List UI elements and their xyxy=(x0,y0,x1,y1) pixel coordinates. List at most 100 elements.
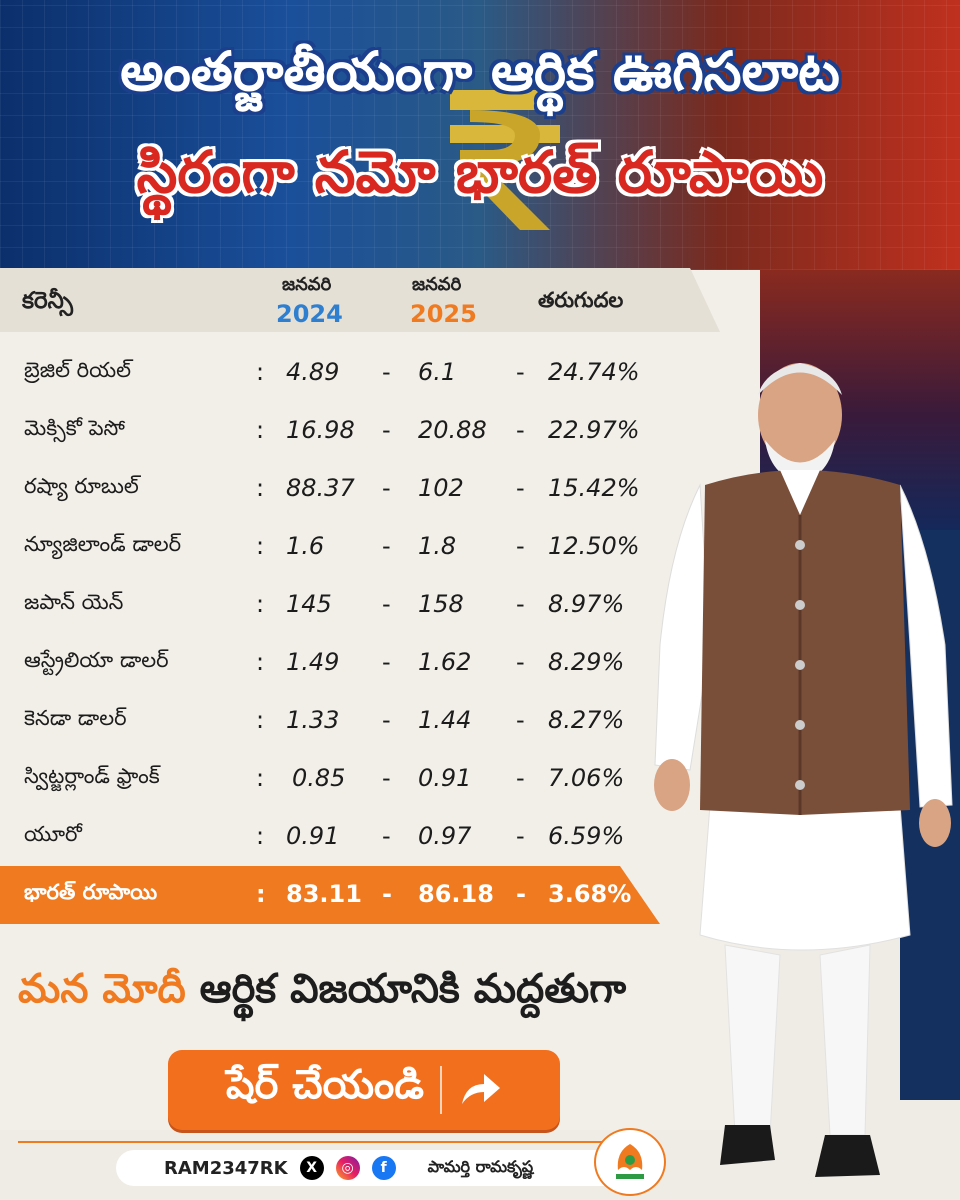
dash-separator: - xyxy=(516,822,525,850)
headline-line1: అంతర్జాతీయంగా ఆర్థిక ఊగిసలాట xyxy=(120,40,840,103)
dash-separator: - xyxy=(382,416,391,444)
table-row: ఆస్ట్రేలియా డాలర్ : 1.49 - 1.62 - 8.29% xyxy=(0,634,700,692)
slogan-highlight: మన మోదీ xyxy=(18,966,186,1012)
currency-name: స్విట్జర్లాండ్ ఫ్రాంక్ xyxy=(24,764,160,788)
share-button-label: షేర్ చేయండి xyxy=(226,1062,424,1108)
value-2025: 1.62 xyxy=(418,648,472,676)
change-percent: 24.74% xyxy=(548,358,640,386)
table-row: జపాన్ యెన్ : 145 - 158 - 8.97% xyxy=(0,576,700,634)
header-year-2024: 2024 xyxy=(276,300,343,328)
change-percent: 22.97% xyxy=(548,416,640,444)
header-month-2025: జనవరి xyxy=(412,274,462,295)
footer-bar: RAM2347RK X ◎ f పామర్తి రామకృష్ణ xyxy=(116,1150,640,1186)
dash-separator: - xyxy=(516,648,525,676)
dash-separator: - xyxy=(516,880,526,908)
table-row-highlight-inr: భారత్ రూపాయి : 83.11 - 86.18 - 3.68% xyxy=(0,866,660,924)
dash-separator: - xyxy=(382,880,392,908)
colon-separator: : xyxy=(256,474,265,502)
table-row: బ్రెజిల్ రియల్ : 4.89 - 6.1 - 24.74% xyxy=(0,344,700,402)
currency-name: జపాన్ యెన్ xyxy=(24,590,124,614)
table-row: యూరో : 0.91 - 0.97 - 6.59% xyxy=(0,808,700,866)
value-2024: 0.91 xyxy=(286,822,340,850)
header-year-2025: 2025 xyxy=(410,300,477,328)
dash-separator: - xyxy=(382,706,391,734)
value-2025: 6.1 xyxy=(418,358,457,386)
party-logo-icon xyxy=(594,1128,666,1196)
share-button[interactable]: షేర్ చేయండి xyxy=(168,1050,560,1130)
dash-separator: - xyxy=(382,764,391,792)
change-percent: 15.42% xyxy=(548,474,640,502)
dash-separator: - xyxy=(382,590,391,618)
change-percent: 8.29% xyxy=(548,648,625,676)
colon-separator: : xyxy=(256,358,265,386)
value-2024: 4.89 xyxy=(286,358,340,386)
change-percent: 3.68% xyxy=(548,880,632,908)
colon-separator: : xyxy=(256,590,265,618)
colon-separator: : xyxy=(256,822,265,850)
value-2024: 16.98 xyxy=(286,416,355,444)
currency-name: మెక్సికో పెసో xyxy=(24,416,125,440)
colon-separator: : xyxy=(256,880,266,908)
facebook-icon[interactable]: f xyxy=(371,1156,396,1180)
person-illustration xyxy=(654,363,953,1177)
colon-separator: : xyxy=(256,648,265,676)
header-change: తరుగుదల xyxy=(538,288,624,312)
table-row: స్విట్జర్లాండ్ ఫ్రాంక్ : 0.85 - 0.91 - 7… xyxy=(0,750,700,808)
table-row: కెనడా డాలర్ : 1.33 - 1.44 - 8.27% xyxy=(0,692,700,750)
dash-separator: - xyxy=(382,474,391,502)
share-divider xyxy=(439,1066,442,1114)
rupee-symbol-icon xyxy=(450,90,560,230)
table-row: మెక్సికో పెసో : 16.98 - 20.88 - 22.97% xyxy=(0,402,700,460)
value-2024: 1.6 xyxy=(286,532,325,560)
dash-separator: - xyxy=(382,532,391,560)
instagram-icon[interactable]: ◎ xyxy=(335,1156,360,1180)
change-percent: 8.97% xyxy=(548,590,625,618)
change-percent: 12.50% xyxy=(548,532,640,560)
footer-name: పామర్తి రామకృష్ణ xyxy=(427,1156,534,1176)
headline-line2: స్థిరంగా నమో భారత్ రూపాయి xyxy=(136,138,824,206)
value-2025: 158 xyxy=(418,590,464,618)
dash-separator: - xyxy=(382,822,391,850)
value-2025: 86.18 xyxy=(418,880,494,908)
header-month-2024: జనవరి xyxy=(282,274,332,295)
content-panel xyxy=(0,270,760,1130)
dash-separator: - xyxy=(516,590,525,618)
currency-name: ఆస్ట్రేలియా డాలర్ xyxy=(24,648,169,672)
currency-name: భారత్ రూపాయి xyxy=(24,880,158,904)
share-arrow-icon xyxy=(461,1074,500,1104)
table-header: కరెన్సీ జనవరి 2024 జనవరి 2025 తరుగుదల xyxy=(0,268,720,332)
dash-separator: - xyxy=(516,764,525,792)
dash-separator: - xyxy=(382,648,391,676)
change-percent: 7.06% xyxy=(548,764,625,792)
value-2025: 0.97 xyxy=(418,822,472,850)
value-2025: 1.44 xyxy=(418,706,472,734)
currency-name: రష్యా రూబుల్ xyxy=(24,474,139,498)
value-2024: 1.33 xyxy=(286,706,340,734)
value-2024: 88.37 xyxy=(286,474,355,502)
table-row: రష్యా రూబుల్ : 88.37 - 102 - 15.42% xyxy=(0,460,700,518)
dash-separator: - xyxy=(516,532,525,560)
value-2025: 0.91 xyxy=(418,764,472,792)
change-percent: 8.27% xyxy=(548,706,625,734)
dash-separator: - xyxy=(516,358,525,386)
footer-handle: RAM2347RK xyxy=(164,1157,288,1179)
colon-separator: : xyxy=(256,416,265,444)
slogan-rest: ఆర్థిక విజయానికి మద్దతుగా xyxy=(199,966,627,1012)
currency-name: బ్రెజిల్ రియల్ xyxy=(24,358,132,382)
colon-separator: : xyxy=(256,532,265,560)
value-2024: 145 xyxy=(286,590,332,618)
dash-separator: - xyxy=(516,416,525,444)
slogan: మన మోదీ ఆర్థిక విజయానికి మద్దతుగా xyxy=(18,966,626,1022)
dash-separator: - xyxy=(516,474,525,502)
table-row: న్యూజిలాండ్ డాలర్ : 1.6 - 1.8 - 12.50% xyxy=(0,518,700,576)
x-icon[interactable]: X xyxy=(299,1156,324,1180)
value-2024: 0.85 xyxy=(292,764,346,792)
dash-separator: - xyxy=(516,706,525,734)
currency-name: యూరో xyxy=(24,822,82,846)
currency-name: కెనడా డాలర్ xyxy=(24,706,127,730)
value-2024: 1.49 xyxy=(286,648,340,676)
colon-separator: : xyxy=(256,706,265,734)
footer-divider xyxy=(18,1141,630,1143)
value-2025: 1.8 xyxy=(418,532,457,560)
currency-name: న్యూజిలాండ్ డాలర్ xyxy=(24,532,182,556)
